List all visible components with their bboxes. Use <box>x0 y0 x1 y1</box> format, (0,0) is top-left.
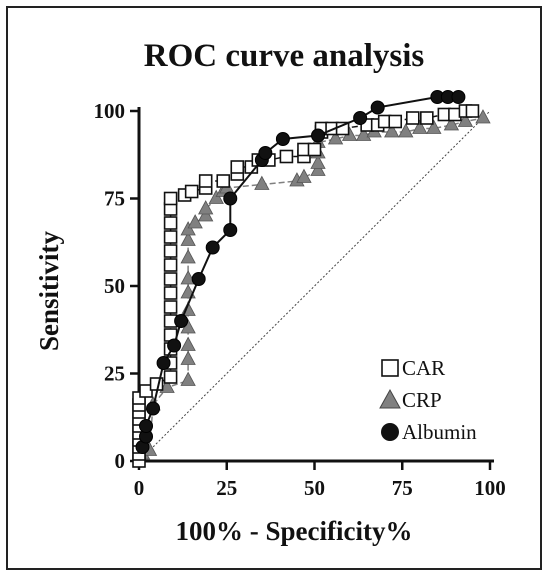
x-axis-label: 100% - Specificity% <box>176 516 413 546</box>
x-tick-label: 0 <box>134 476 145 500</box>
data-point-crp <box>310 161 326 176</box>
x-tick-label: 50 <box>304 476 325 500</box>
data-point-crp <box>180 371 196 386</box>
data-point-albumin <box>258 146 273 160</box>
data-point-car <box>163 230 178 244</box>
data-point-car <box>465 104 480 118</box>
x-tick-label: 100 <box>474 476 506 500</box>
y-axis-label: Sensitivity <box>34 230 64 351</box>
data-point-albumin <box>353 111 368 125</box>
series-albumin <box>135 90 466 454</box>
reference-line <box>138 110 491 462</box>
data-point-albumin <box>146 401 161 416</box>
data-point-albumin <box>311 128 326 143</box>
reference-diagonal <box>138 110 491 462</box>
legend-label-albumin: Albumin <box>402 420 477 444</box>
y-tick-label: 0 <box>115 449 126 473</box>
data-point-car <box>230 160 245 174</box>
data-point-car <box>279 149 294 164</box>
data-point-albumin <box>275 132 290 146</box>
legend-label-crp: CRP <box>402 388 442 412</box>
data-point-crp <box>198 200 214 215</box>
series-group <box>132 90 491 468</box>
data-point-car <box>139 384 153 398</box>
data-point-crp <box>180 270 196 285</box>
legend-marker-crp <box>379 388 401 409</box>
data-point-car <box>420 111 434 125</box>
legend-marker-albumin <box>381 423 399 441</box>
data-point-crp <box>310 154 326 169</box>
data-point-car <box>405 111 420 125</box>
data-point-car <box>184 184 199 199</box>
data-point-crp <box>457 112 474 127</box>
data-point-car <box>163 216 178 230</box>
data-point-car <box>163 272 178 286</box>
data-point-car <box>388 114 403 129</box>
data-point-car <box>149 377 164 391</box>
data-point-crp <box>443 116 460 131</box>
data-point-car <box>163 191 178 206</box>
data-point-crp <box>296 168 312 183</box>
legend: CAR CRP Albumin <box>379 356 477 444</box>
data-point-crp <box>180 231 196 246</box>
x-tick-label: 75 <box>392 476 413 500</box>
data-point-albumin <box>174 314 189 328</box>
data-point-car <box>198 174 213 188</box>
data-point-albumin <box>205 240 220 255</box>
chart-title: ROC curve analysis <box>144 38 425 74</box>
data-point-crp <box>412 119 428 134</box>
axes: 0 25 50 75 100 0 25 50 75 100 <box>94 99 506 500</box>
data-point-albumin <box>156 356 171 370</box>
data-point-crp <box>198 207 214 222</box>
data-point-car <box>307 142 322 157</box>
legend-label-car: CAR <box>402 356 445 380</box>
data-point-albumin <box>370 100 385 115</box>
series-car <box>132 104 480 468</box>
x-tick-label: 25 <box>216 476 237 500</box>
data-point-crp <box>159 378 175 393</box>
data-point-crp <box>180 350 196 365</box>
data-point-albumin <box>191 272 206 286</box>
data-point-albumin <box>223 223 238 237</box>
data-point-crp <box>208 189 224 204</box>
series-crp <box>134 109 491 460</box>
data-point-crp <box>180 249 196 264</box>
y-tick-label: 50 <box>104 274 125 298</box>
data-point-crp <box>426 119 442 134</box>
data-point-car <box>216 174 231 188</box>
data-point-albumin <box>167 338 182 353</box>
roc-chart: ROC curve analysis 100% - Specificity% S… <box>34 38 506 546</box>
data-point-albumin <box>451 90 466 104</box>
data-point-car <box>163 370 178 384</box>
data-point-crp <box>187 214 203 229</box>
data-point-car <box>163 258 178 272</box>
figure-frame: ROC curve analysis 100% - Specificity% S… <box>6 6 542 570</box>
data-point-car <box>163 300 178 314</box>
data-point-crp <box>398 123 414 138</box>
data-point-albumin <box>223 191 238 206</box>
data-point-car <box>163 244 178 258</box>
data-point-crp <box>327 130 344 145</box>
y-tick-label: 100 <box>94 99 126 123</box>
y-tick-label: 75 <box>104 187 125 211</box>
data-point-crp <box>384 123 400 138</box>
data-point-crp <box>180 336 196 351</box>
data-point-crp <box>254 175 270 190</box>
legend-marker-car <box>381 359 399 377</box>
data-point-albumin <box>139 419 154 433</box>
y-tick-label: 25 <box>104 362 125 386</box>
data-point-car <box>163 286 178 300</box>
data-point-crp <box>180 221 196 236</box>
data-point-crp <box>475 109 491 124</box>
